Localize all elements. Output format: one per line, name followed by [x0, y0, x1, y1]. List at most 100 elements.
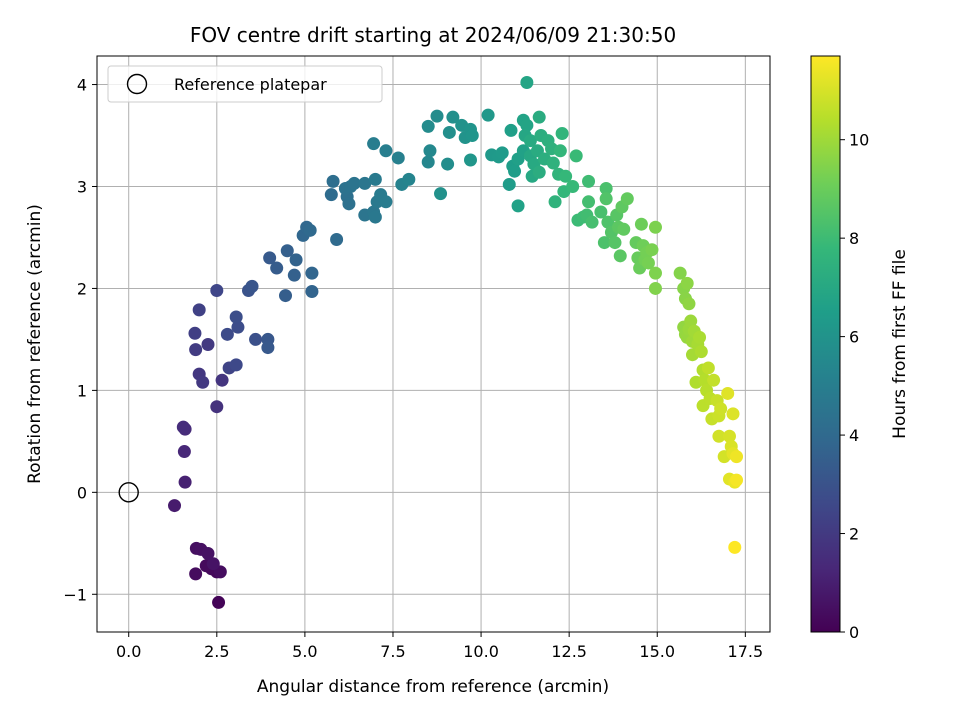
data-point — [201, 547, 215, 561]
data-point — [648, 220, 662, 234]
data-point — [289, 253, 303, 267]
data-point — [585, 215, 599, 229]
scatter-points — [118, 76, 744, 609]
data-point — [465, 129, 479, 143]
data-point — [231, 320, 245, 334]
x-tick-label: 17.5 — [728, 642, 764, 661]
data-point — [481, 108, 495, 122]
data-point — [287, 268, 301, 282]
data-point — [532, 110, 546, 124]
data-point — [511, 199, 525, 213]
data-point — [330, 233, 344, 247]
colorbar-tick-label: 2 — [849, 525, 859, 544]
data-point — [379, 195, 393, 209]
data-point — [520, 76, 534, 90]
y-tick-label: 2 — [77, 279, 87, 298]
data-point — [215, 373, 229, 387]
data-point — [368, 172, 382, 186]
data-point — [601, 215, 615, 229]
grid-lines — [97, 56, 770, 632]
data-point — [206, 557, 220, 571]
data-point — [680, 276, 694, 290]
data-point — [249, 332, 263, 346]
x-tick-label: 2.5 — [204, 642, 229, 661]
colorbar-tick-label: 4 — [849, 426, 859, 445]
data-point — [594, 205, 608, 219]
data-point — [569, 149, 583, 163]
data-point — [421, 155, 435, 169]
data-point — [229, 358, 243, 372]
data-point — [502, 177, 516, 191]
data-point — [707, 373, 721, 387]
data-point — [608, 236, 622, 250]
colorbar-label: Hours from first FF file — [890, 249, 910, 439]
data-point — [212, 595, 226, 609]
data-point — [402, 172, 416, 186]
data-point — [520, 118, 534, 132]
data-point — [188, 326, 202, 340]
data-point — [617, 222, 631, 236]
data-point — [261, 341, 275, 355]
data-point — [532, 165, 546, 179]
data-point — [342, 197, 356, 211]
data-point — [178, 475, 192, 489]
data-point — [326, 174, 340, 188]
colorbar-tick-label: 10 — [849, 131, 869, 150]
data-point — [582, 195, 596, 209]
data-point — [245, 279, 259, 293]
y-tick-label: 1 — [77, 381, 87, 400]
data-point — [730, 450, 744, 464]
data-point — [421, 119, 435, 133]
x-tick-label: 5.0 — [292, 642, 317, 661]
data-point — [634, 217, 648, 231]
data-point — [728, 540, 742, 554]
data-point — [367, 137, 381, 151]
chart-title: FOV centre drift starting at 2024/06/09 … — [190, 23, 676, 47]
data-point — [391, 151, 405, 165]
data-point — [714, 402, 728, 416]
data-point — [597, 236, 611, 250]
data-point — [434, 187, 448, 201]
data-point — [177, 445, 191, 459]
data-point — [324, 188, 338, 202]
y-tick-label: −1 — [63, 585, 87, 604]
data-point — [548, 195, 562, 209]
data-point — [303, 223, 317, 237]
data-point — [305, 266, 319, 280]
data-point — [582, 174, 596, 188]
data-point — [446, 110, 460, 124]
data-point — [620, 192, 634, 206]
data-point — [712, 429, 726, 443]
data-point — [279, 289, 293, 303]
y-axis-label: Rotation from reference (arcmin) — [25, 204, 45, 484]
x-axis-label: Angular distance from reference (arcmin) — [257, 677, 609, 697]
data-point — [693, 330, 707, 344]
data-point — [430, 109, 444, 123]
data-point — [368, 210, 382, 224]
data-point — [463, 153, 477, 167]
data-point — [730, 473, 744, 487]
data-point — [189, 343, 203, 357]
data-point — [559, 169, 573, 183]
data-point — [599, 182, 613, 196]
data-point — [682, 297, 696, 311]
reference-marker — [118, 482, 139, 503]
data-point — [599, 192, 613, 206]
data-point — [192, 303, 206, 317]
x-tick-label: 15.0 — [639, 642, 675, 661]
data-point — [229, 310, 243, 324]
data-point — [555, 126, 569, 140]
y-tick-label: 4 — [77, 76, 87, 95]
data-point — [441, 157, 455, 171]
legend-box — [107, 65, 383, 103]
data-point — [648, 266, 662, 280]
data-point — [210, 283, 224, 297]
legend: Reference platepar — [107, 65, 383, 103]
data-point — [508, 164, 522, 178]
data-point — [701, 361, 715, 375]
data-point — [210, 400, 224, 414]
data-point — [423, 144, 437, 158]
y-axis: −1 0 1 2 3 4 — [63, 76, 97, 604]
data-point — [613, 249, 627, 263]
colorbar-tick-label: 6 — [849, 328, 859, 347]
